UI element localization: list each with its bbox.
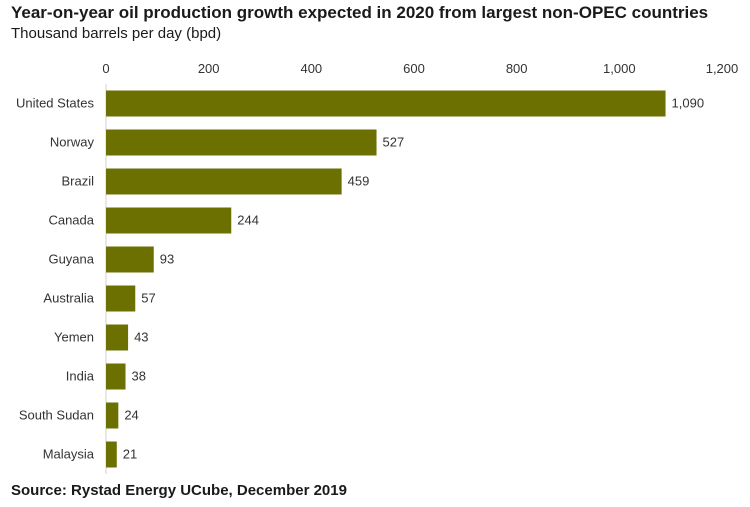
category-label: Yemen [54, 330, 94, 345]
bar [106, 129, 377, 156]
x-tick-label: 400 [300, 61, 322, 76]
x-tick-label: 800 [506, 61, 528, 76]
data-label: 1,090 [672, 96, 705, 111]
bar [106, 246, 154, 273]
data-label: 459 [348, 174, 370, 189]
x-tick-label: 200 [198, 61, 220, 76]
data-label: 43 [134, 330, 148, 345]
data-label: 21 [123, 447, 137, 462]
bar [106, 90, 666, 117]
category-label: India [66, 369, 95, 384]
category-label: Guyana [48, 252, 94, 267]
data-label: 244 [237, 213, 259, 228]
chart-subtitle: Thousand barrels per day (bpd) [11, 25, 222, 42]
bar [106, 363, 126, 390]
x-tick-label: 600 [403, 61, 425, 76]
category-label: Australia [43, 291, 94, 306]
chart-source: Source: Rystad Energy UCube, December 20… [11, 482, 347, 499]
bar [106, 402, 119, 429]
category-label: South Sudan [19, 408, 94, 423]
category-label: Brazil [61, 174, 94, 189]
data-label: 38 [132, 369, 146, 384]
x-tick-label: 1,200 [706, 61, 739, 76]
bar [106, 168, 342, 195]
bar [106, 324, 129, 351]
data-label: 57 [141, 291, 155, 306]
bar [106, 285, 136, 312]
bar [106, 441, 117, 468]
data-label: 527 [383, 135, 405, 150]
x-tick-label: 1,000 [603, 61, 636, 76]
category-label: Norway [50, 135, 95, 150]
data-label: 24 [124, 408, 138, 423]
category-label: Canada [48, 213, 94, 228]
category-label: United States [16, 96, 95, 111]
category-label: Malaysia [43, 447, 95, 462]
chart-title: Year-on-year oil production growth expec… [11, 3, 709, 22]
bar [106, 207, 232, 234]
x-tick-label: 0 [102, 61, 109, 76]
data-label: 93 [160, 252, 174, 267]
